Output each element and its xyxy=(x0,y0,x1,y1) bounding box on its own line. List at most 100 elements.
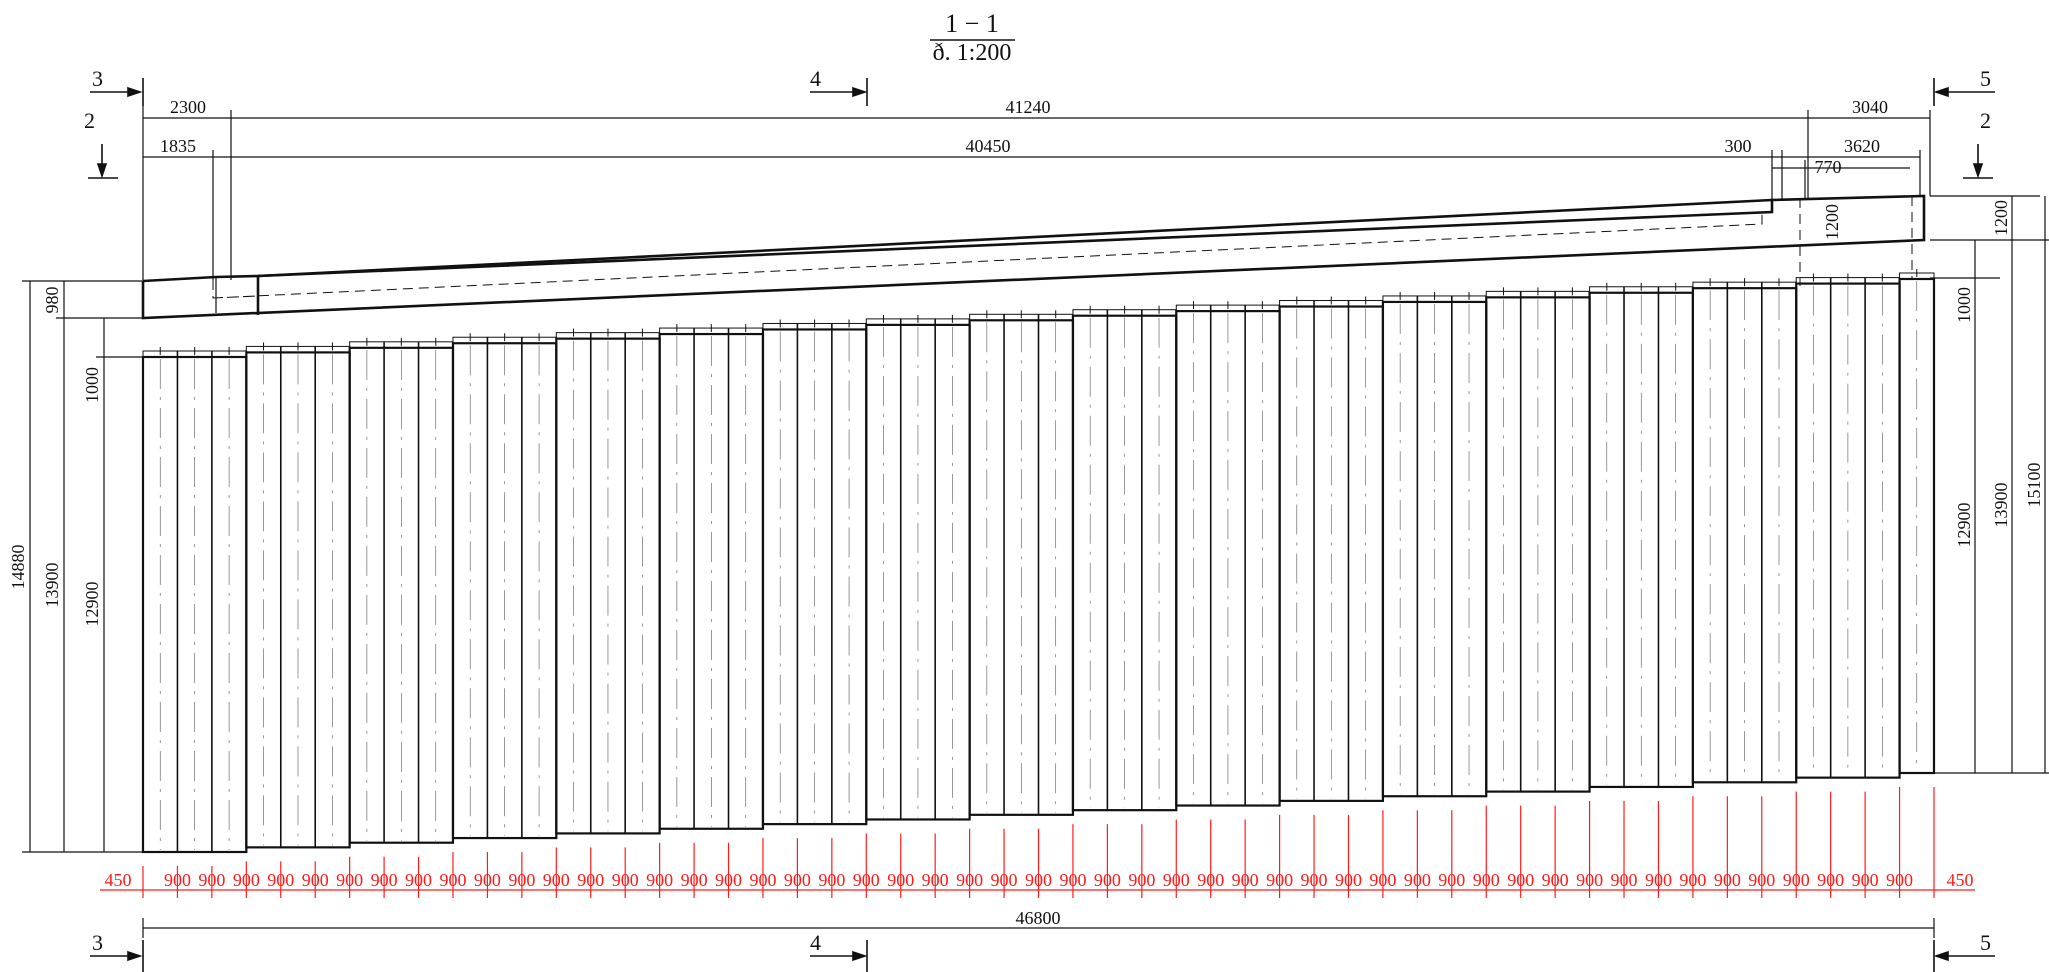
dim-46800: 46800 xyxy=(1016,908,1061,928)
dim-13900-left: 13900 xyxy=(42,563,62,608)
cap-beam-outline xyxy=(141,194,1926,320)
pile-group-outline xyxy=(1898,277,1936,775)
right-dim-texts: 1200 1000 12900 13900 15100 xyxy=(1954,200,2044,548)
top-dim-texts: 2300 41240 3040 1835 40450 300 3620 770 … xyxy=(160,97,1888,240)
pile-spacing-label: 900 xyxy=(1335,870,1362,890)
dim-40450: 40450 xyxy=(966,136,1011,156)
pile-spacing-label: 900 xyxy=(1197,870,1224,890)
dim-13900-right: 13900 xyxy=(1991,483,2011,528)
pile-spacing-label: 900 xyxy=(1542,870,1569,890)
left-dimensions xyxy=(22,280,143,853)
right-dimensions xyxy=(1930,195,2049,774)
mark-4-bottom: 4 xyxy=(810,930,821,955)
pile-spacing-label: 900 xyxy=(1679,870,1706,890)
dim-15100: 15100 xyxy=(2024,463,2044,508)
pile-spacing-label: 900 xyxy=(991,870,1018,890)
dim-14880: 14880 xyxy=(8,545,28,590)
pile-spacing-label: 900 xyxy=(956,870,983,890)
pile-spacing-label: 900 xyxy=(1748,870,1775,890)
dim-12900-right: 12900 xyxy=(1954,503,1974,548)
pile-spacing-label: 900 xyxy=(1783,870,1810,890)
pile-spacing-label: 900 xyxy=(508,870,535,890)
pile-spacing-label: 900 xyxy=(818,870,845,890)
pile-spacing-label: 900 xyxy=(1266,870,1293,890)
pile-spacing-label: 900 xyxy=(336,870,363,890)
pile-spacing-label: 900 xyxy=(439,870,466,890)
dim-12900-left: 12900 xyxy=(82,582,102,627)
pile-spacing-label: 900 xyxy=(405,870,432,890)
pile-spacing-label: 900 xyxy=(681,870,708,890)
pile-spacing-label: 900 xyxy=(1232,870,1259,890)
section-marks xyxy=(88,78,1995,972)
dim-770: 770 xyxy=(1815,157,1842,177)
pile-spacing-label: 900 xyxy=(646,870,673,890)
pile-spacing-label: 900 xyxy=(1852,870,1879,890)
pile-spacing-label: 900 xyxy=(543,870,570,890)
dim-3620: 3620 xyxy=(1844,136,1880,156)
dim-300: 300 xyxy=(1725,136,1752,156)
pile-spacing-label: 900 xyxy=(1507,870,1534,890)
mark-3-top: 3 xyxy=(92,66,103,91)
pile-spacing-label: 900 xyxy=(1576,870,1603,890)
pile-spacing-label: 900 xyxy=(577,870,604,890)
mark-5-bottom: 5 xyxy=(1980,930,1991,955)
pile-spacing-labels: 900 900 900 900 900 900 900 900 900 900 900 900 900 9… xyxy=(164,870,1913,890)
dim-1000-right: 1000 xyxy=(1954,287,1974,323)
pile-spacing-label: 900 xyxy=(1438,870,1465,890)
pile-spacing-label: 900 xyxy=(784,870,811,890)
dim-1200-right: 1200 xyxy=(1991,200,2011,236)
pile-spacing-label: 900 xyxy=(1714,870,1741,890)
mark-2-left: 2 xyxy=(84,108,95,133)
pile-spacing-label: 900 xyxy=(1094,870,1121,890)
pile-spacing-label: 900 xyxy=(1128,870,1155,890)
pile-group xyxy=(141,269,1936,854)
pile-axis-grid xyxy=(142,787,1935,898)
dim-450-left: 450 xyxy=(105,870,132,890)
section-title: 1 − 1 ð. 1:200 xyxy=(930,9,1015,66)
dim-3040: 3040 xyxy=(1852,97,1888,117)
pile-spacing-label: 900 xyxy=(853,870,880,890)
mark-4-top: 4 xyxy=(810,66,821,91)
dim-450-right: 450 xyxy=(1947,870,1974,890)
mark-3-bottom: 3 xyxy=(92,930,103,955)
cap-beam-top xyxy=(257,198,1773,278)
pile-spacing-label: 900 xyxy=(1611,870,1638,890)
pile-spacing-label: 900 xyxy=(233,870,260,890)
pile-spacing-label: 900 xyxy=(715,870,742,890)
pile-spacing-label: 900 xyxy=(1817,870,1844,890)
pile-spacing-label: 900 xyxy=(612,870,639,890)
pile-spacing-label: 900 xyxy=(1369,870,1396,890)
pile-spacing-label: 900 xyxy=(1404,870,1431,890)
left-dim-texts: 14880 13900 12900 980 1000 xyxy=(8,287,102,627)
dim-41240: 41240 xyxy=(1006,97,1051,117)
pile-spacing-label: 900 xyxy=(1059,870,1086,890)
bottom-dimensions: 450 450 46800 xyxy=(100,870,1975,938)
section-mark-labels: 3 4 5 2 2 3 4 5 xyxy=(84,66,1991,955)
dim-980: 980 xyxy=(42,287,62,314)
pile-spacing-label: 900 xyxy=(1473,870,1500,890)
pile-spacing-label: 900 xyxy=(198,870,225,890)
dim-1200-top: 1200 xyxy=(1822,204,1842,240)
cap-beam-inner-dashed xyxy=(212,196,1913,299)
dim-2300: 2300 xyxy=(170,97,206,117)
pile-spacing-label: 900 xyxy=(887,870,914,890)
pile-spacing-label: 900 xyxy=(1025,870,1052,890)
section-scale: ð. 1:200 xyxy=(933,40,1012,66)
pile-spacing-label: 900 xyxy=(267,870,294,890)
pile-spacing-label: 900 xyxy=(1163,870,1190,890)
pile-spacing-label: 900 xyxy=(474,870,501,890)
pile-spacing-label: 900 xyxy=(1886,870,1913,890)
pile-spacing-label: 900 xyxy=(749,870,776,890)
section-title-label: 1 − 1 xyxy=(945,9,999,38)
pile-spacing-label: 900 xyxy=(164,870,191,890)
pile-spacing-label: 900 xyxy=(1301,870,1328,890)
pile-spacing-label: 900 xyxy=(302,870,329,890)
top-dimensions xyxy=(142,106,1931,280)
pile-spacing-label: 900 xyxy=(1645,870,1672,890)
pile-spacing-label: 900 xyxy=(922,870,949,890)
pile-spacing-label: 900 xyxy=(371,870,398,890)
cap-beam xyxy=(141,194,1926,320)
mark-2-right: 2 xyxy=(1980,108,1991,133)
dim-1835: 1835 xyxy=(160,136,196,156)
